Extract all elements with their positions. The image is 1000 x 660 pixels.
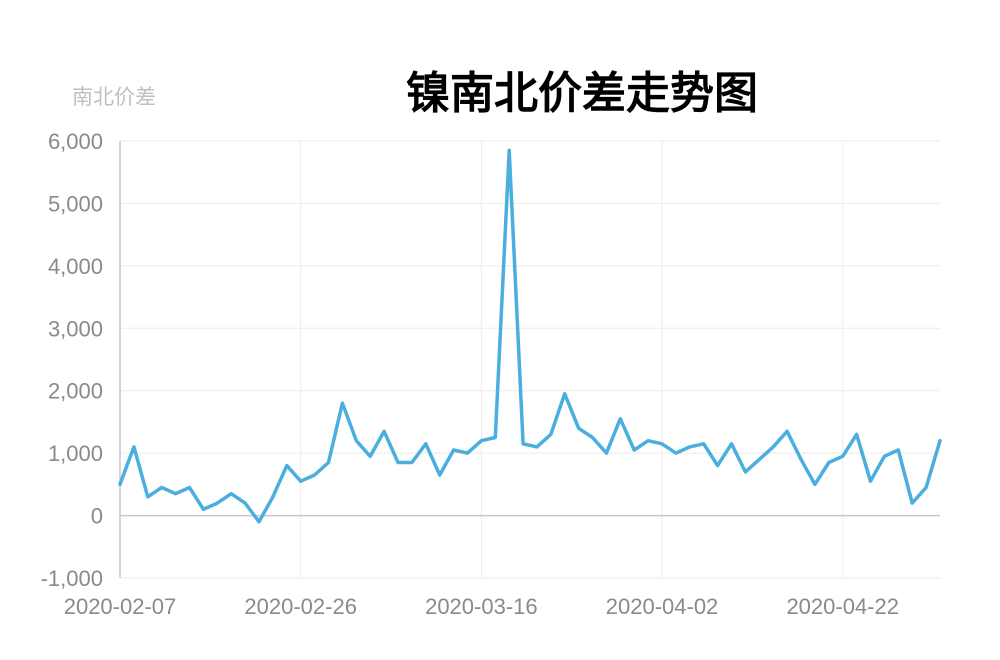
data-point [591,436,594,439]
data-point [535,445,538,448]
data-point [744,470,747,473]
data-point [397,461,400,464]
data-point [674,452,677,455]
y-tick-label: 2,000 [48,379,103,404]
y-axis-label: 南北价差 [72,85,156,109]
data-point [758,458,761,461]
data-point [494,436,497,439]
data-point [369,455,372,458]
data-point [355,439,358,442]
data-point [786,430,789,433]
axes [119,141,940,578]
data-point [466,452,469,455]
data-point [577,427,580,430]
data-point [188,486,191,489]
x-tick-label: 2020-03-16 [425,594,538,619]
y-tick-label: 0 [91,504,103,529]
data-point [702,442,705,445]
y-tick-label: 4,000 [48,254,103,279]
data-point [410,461,413,464]
data-point [883,455,886,458]
data-point [174,492,177,495]
x-tick-label: 2020-02-07 [64,594,177,619]
data-point [939,439,942,442]
data-point [911,502,914,505]
data-point [244,502,247,505]
data-point [716,464,719,467]
data-point [341,402,344,405]
series-line [118,148,942,524]
data-point [230,492,233,495]
x-tick-labels: 2020-02-07 2020-02-26 2020-03-16 2020-04-02… [64,594,899,619]
grid-lines [120,140,940,579]
data-point [327,461,330,464]
x-tick-label: 2020-04-22 [786,594,899,619]
data-point [813,483,816,486]
y-tick-label: 3,000 [48,316,103,341]
data-point [258,520,261,523]
data-point [424,442,427,445]
data-point [605,452,608,455]
data-point [855,433,858,436]
data-point [647,439,650,442]
data-point [841,455,844,458]
data-point [563,392,566,395]
data-point [869,480,872,483]
y-tick-labels: -1,000 0 1,000 2,000 3,000 4,000 5,000 6,000 [41,129,103,591]
data-point [299,480,302,483]
data-point [383,430,386,433]
data-point [827,461,830,464]
y-tick-label: 5,000 [48,191,103,216]
data-point [146,495,149,498]
data-point [925,486,928,489]
y-tick-label: 6,000 [48,129,103,154]
data-point [285,464,288,467]
data-point [772,445,775,448]
data-point [119,483,122,486]
data-point [160,486,163,489]
data-point [633,449,636,452]
data-point [800,458,803,461]
data-point [202,508,205,511]
data-point [661,442,664,445]
y-tick-label: -1,000 [41,566,103,591]
x-tick-label: 2020-04-02 [606,594,719,619]
data-point [508,149,511,152]
data-point [549,433,552,436]
data-point [452,449,455,452]
data-point [688,445,691,448]
x-tick-label: 2020-02-26 [244,594,357,619]
data-point [271,495,274,498]
data-point [730,442,733,445]
chart-title: 镍南北价差走势图 [406,68,758,119]
series-layer [118,148,942,524]
data-point [480,439,483,442]
data-point [313,474,316,477]
data-point [619,417,622,420]
data-point [216,502,219,505]
data-point [132,445,135,448]
data-point [522,442,525,445]
y-tick-label: 1,000 [48,441,103,466]
data-point [438,474,441,477]
data-point [897,449,900,452]
